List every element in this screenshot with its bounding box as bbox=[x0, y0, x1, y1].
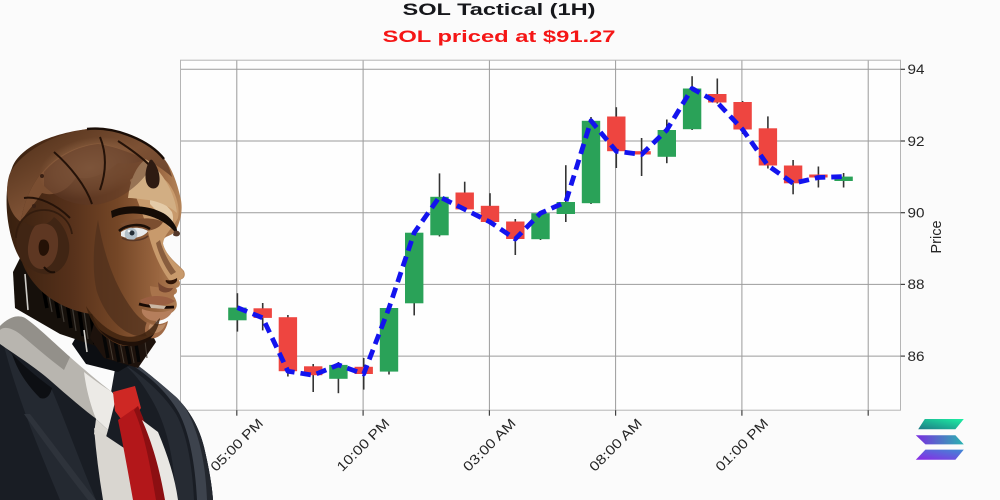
svg-text:90: 90 bbox=[908, 206, 925, 221]
svg-text:94: 94 bbox=[908, 62, 926, 77]
svg-text:SOL Tactical (1H): SOL Tactical (1H) bbox=[403, 0, 596, 19]
svg-text:SOL priced at $91.27: SOL priced at $91.27 bbox=[383, 27, 616, 46]
svg-text:92: 92 bbox=[908, 134, 925, 149]
svg-text:Price: Price bbox=[929, 220, 945, 253]
svg-text:05:00 PM: 05:00 PM bbox=[207, 416, 266, 475]
svg-text:01:00 PM: 01:00 PM bbox=[713, 416, 772, 475]
svg-text:88: 88 bbox=[908, 277, 925, 292]
svg-text:86: 86 bbox=[908, 349, 925, 364]
svg-text:08:00 AM: 08:00 AM bbox=[586, 416, 645, 475]
svg-text:10:00 PM: 10:00 PM bbox=[334, 416, 393, 475]
svg-text:03:00 AM: 03:00 AM bbox=[460, 416, 519, 475]
